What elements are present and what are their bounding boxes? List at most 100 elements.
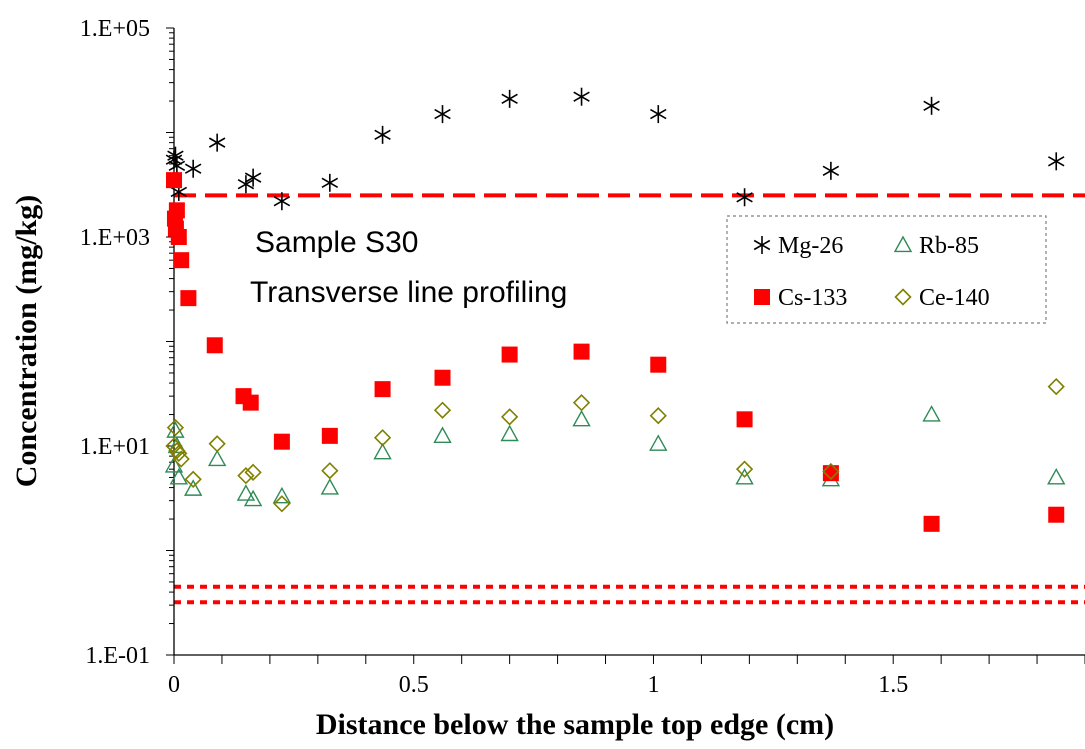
legend-label: Cs-133 (778, 285, 847, 311)
legend-label: Rb-85 (919, 233, 979, 259)
data-point-cs-133 (242, 394, 259, 411)
data-point-ce-140 (184, 470, 202, 488)
data-point-cs-133 (573, 343, 590, 360)
data-point-mg-26 (374, 125, 391, 144)
data-point-rb-85 (922, 405, 941, 422)
data-point-cs-133 (501, 346, 518, 363)
legend-marker-cs-133 (754, 289, 770, 305)
data-point-mg-26 (822, 161, 840, 180)
data-point-cs-133 (166, 172, 182, 189)
data-point-ce-140 (649, 407, 667, 425)
data-point-rb-85 (649, 434, 668, 451)
data-point-cs-133 (180, 290, 197, 307)
data-point-rb-85 (207, 449, 227, 467)
data-point-mg-26 (923, 96, 940, 115)
data-point-rb-85 (183, 479, 203, 496)
data-point-ce-140 (735, 460, 754, 478)
data-point-cs-133 (170, 229, 187, 245)
data-point-mg-26 (650, 105, 667, 124)
data-point-mg-26 (321, 173, 339, 192)
annotation-sample-name: Sample S30 (255, 226, 418, 259)
data-point-rb-85 (735, 468, 754, 485)
data-points (164, 87, 1066, 532)
legend-box (726, 215, 1047, 324)
data-point-rb-85 (169, 468, 188, 485)
data-point-cs-133 (923, 515, 940, 532)
data-point-rb-85 (320, 478, 340, 495)
series-ce-140 (165, 377, 1065, 513)
legend-label: Ce-140 (919, 285, 990, 311)
y-tick-label: 1.E-01 (85, 643, 150, 669)
data-point-mg-26 (434, 105, 451, 124)
data-point-ce-140 (237, 467, 255, 485)
data-point-mg-26 (573, 87, 590, 106)
y-axis-title: Concentration (mg/kg) (10, 195, 43, 487)
series-cs-133 (166, 172, 1065, 532)
data-point-cs-133 (168, 202, 185, 219)
data-point-mg-26 (273, 192, 291, 211)
y-tick-label: 1.E+01 (80, 434, 150, 460)
legend-marker-mg-26 (753, 236, 771, 254)
legend-label: Mg-26 (778, 233, 843, 259)
data-point-ce-140 (273, 495, 291, 513)
data-point-cs-133 (1048, 506, 1065, 523)
chart-axes (166, 27, 1085, 664)
data-point-cs-133 (374, 381, 391, 398)
data-point-rb-85 (572, 409, 591, 427)
data-point-cs-133 (321, 427, 338, 444)
data-point-ce-140 (501, 408, 519, 426)
data-point-mg-26 (736, 188, 753, 207)
reference-lines (174, 193, 1085, 605)
data-point-ce-140 (1047, 377, 1065, 396)
x-tick-label: 0 (168, 672, 180, 698)
data-point-cs-133 (650, 356, 667, 373)
data-point-rb-85 (272, 486, 292, 504)
data-point-mg-26 (1048, 152, 1065, 171)
data-point-mg-26 (244, 168, 262, 187)
data-point-ce-140 (166, 418, 185, 437)
data-point-rb-85 (373, 442, 392, 460)
data-point-ce-140 (170, 444, 188, 463)
x-tick-label: 1.5 (878, 672, 908, 698)
data-point-rb-85 (500, 424, 519, 442)
legend-marker-ce-140 (894, 288, 912, 306)
y-tick-labels: 1.E-01 1.E+01 1.E+03 1.E+05 (80, 16, 150, 669)
data-point-rb-85 (236, 484, 256, 501)
y-tick-label: 1.E+05 (80, 16, 150, 42)
data-point-mg-26 (208, 133, 226, 152)
annotation-method: Transverse line profiling (250, 276, 567, 309)
x-axis-title: Distance below the sample top edge (cm) (316, 708, 834, 741)
data-point-mg-26 (168, 156, 186, 175)
data-point-ce-140 (572, 394, 591, 412)
data-point-ce-140 (165, 437, 183, 455)
x-tick-labels: 0 0.5 1 1.5 (168, 672, 908, 698)
data-point-rb-85 (164, 456, 184, 473)
x-tick-label: 1 (647, 672, 659, 698)
data-point-rb-85 (433, 426, 452, 443)
series-mg-26 (165, 87, 1065, 211)
data-point-rb-85 (166, 421, 185, 438)
legend: Mg-26 Rb-85 Cs-133 Ce-140 (726, 215, 1047, 324)
series-rb-85 (164, 405, 1066, 507)
x-tick-label: 0.5 (399, 672, 429, 698)
data-point-cs-133 (173, 252, 190, 269)
data-point-ce-140 (172, 450, 190, 468)
data-point-cs-133 (206, 337, 223, 354)
data-point-mg-26 (184, 159, 202, 178)
data-point-ce-140 (321, 462, 339, 480)
data-point-ce-140 (433, 401, 452, 419)
data-point-cs-133 (736, 411, 753, 428)
data-point-rb-85 (1047, 468, 1066, 485)
data-point-cs-133 (434, 369, 451, 386)
data-point-rb-85 (243, 489, 263, 507)
legend-marker-rb-85 (893, 235, 913, 253)
data-point-mg-26 (501, 89, 518, 108)
data-point-ce-140 (373, 429, 392, 447)
data-point-ce-140 (822, 462, 840, 481)
data-point-mg-26 (165, 150, 183, 169)
data-point-cs-133 (273, 433, 290, 450)
data-point-mg-26 (237, 175, 255, 194)
data-point-ce-140 (244, 463, 262, 481)
data-point-ce-140 (208, 435, 226, 453)
